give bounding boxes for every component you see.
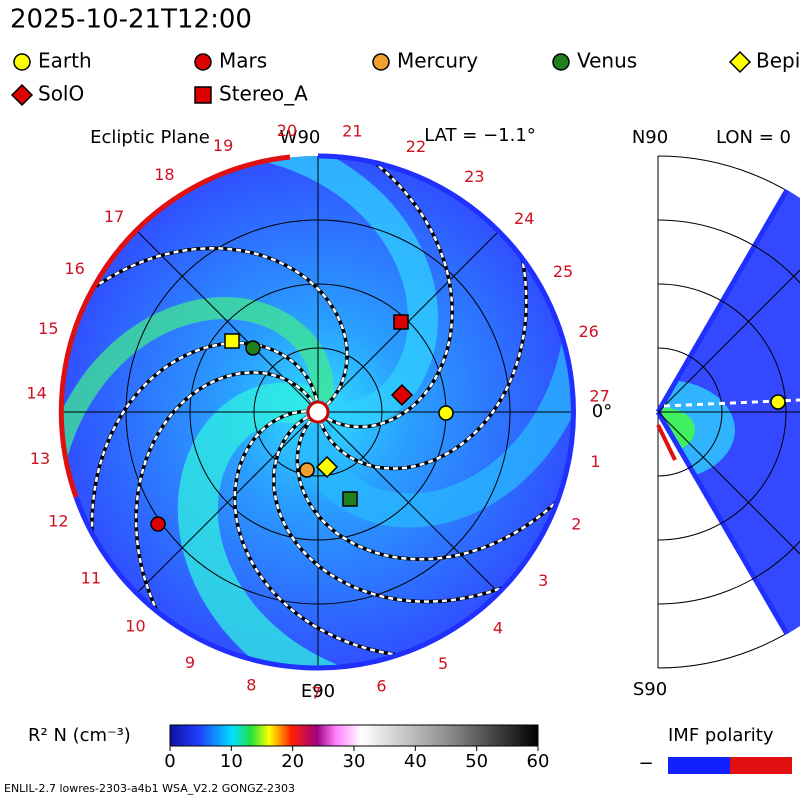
colorbar-tick-label: 60 xyxy=(527,751,550,772)
field-line xyxy=(62,247,349,406)
sector-label: 21 xyxy=(342,122,362,141)
legend-label: Mercury xyxy=(397,49,478,73)
sector-label: 20 xyxy=(277,121,297,140)
field-line xyxy=(278,156,454,429)
field-line xyxy=(134,371,314,668)
sector-label: 10 xyxy=(125,616,145,635)
imf-positive-swatch xyxy=(668,757,730,774)
legend-label: BepiColombo xyxy=(756,49,800,73)
legend-label: Mars xyxy=(219,49,267,73)
sector-label: 24 xyxy=(514,209,534,228)
stereo-a xyxy=(393,314,409,330)
density-band xyxy=(193,156,439,432)
colorbar-scale xyxy=(169,724,539,747)
body-marker xyxy=(342,491,358,507)
panel-title: Ecliptic Plane xyxy=(90,127,210,148)
top-label: W90 xyxy=(280,127,321,148)
sector-label: 3 xyxy=(538,571,548,590)
ecliptic-panel: Ecliptic Plane W90 E90 0° LAT = −1.1° 12… xyxy=(26,121,612,702)
timestamp: 2025-10-21T12:00 xyxy=(10,5,252,35)
sector-label: 18 xyxy=(154,165,174,184)
density-band xyxy=(62,297,334,541)
legend-label: SolO xyxy=(38,82,84,106)
legend-label: Stereo_A xyxy=(219,82,308,106)
field-line xyxy=(233,410,505,659)
sector-label: 6 xyxy=(376,676,386,695)
imf-negative-swatch xyxy=(730,757,792,774)
mars xyxy=(150,516,166,532)
bottom-label: E90 xyxy=(301,681,335,702)
sector-label: 11 xyxy=(81,569,101,588)
sector-label: 22 xyxy=(406,137,426,156)
bepicolombo xyxy=(315,455,339,479)
legend-marker xyxy=(194,86,212,104)
colorbar-tick-label: 40 xyxy=(404,751,427,772)
colorbar-tick-label: 20 xyxy=(281,751,304,772)
top-label: N90 xyxy=(632,127,668,148)
latitude-label: LAT = −1.1° xyxy=(424,125,536,146)
sector-label: 23 xyxy=(464,167,484,186)
field-line xyxy=(320,158,528,470)
sector-label: 16 xyxy=(64,259,84,278)
field-line xyxy=(272,416,574,603)
earth xyxy=(438,405,454,421)
field-line xyxy=(90,341,318,637)
polarity-negative xyxy=(58,154,291,498)
colorbar-tick-label: 0 xyxy=(164,751,175,772)
venus xyxy=(245,340,261,356)
sector-label: 4 xyxy=(493,619,503,638)
body-marker xyxy=(224,333,240,349)
solo xyxy=(390,383,414,407)
legend-marker xyxy=(552,53,570,71)
sector-label: 2 xyxy=(571,515,581,534)
sector-label: 27 xyxy=(589,387,609,406)
legend-marker xyxy=(728,50,752,74)
sector-label: 17 xyxy=(104,207,124,226)
field-lines xyxy=(62,156,574,668)
sector-label: 1 xyxy=(590,452,600,471)
longitude-label: LON = 0 xyxy=(716,127,791,148)
sector-label: 15 xyxy=(38,319,58,338)
sector-label: 14 xyxy=(26,383,46,402)
colorbar-label: R² N (cm⁻³) xyxy=(28,725,131,746)
field-line xyxy=(296,411,574,561)
legend-marker xyxy=(13,53,31,71)
legend-marker xyxy=(10,83,34,107)
sector-label: 19 xyxy=(213,136,233,155)
imf-label: IMF polarity xyxy=(668,725,774,746)
sector-label: 12 xyxy=(48,512,68,531)
colorbar-tick-label: 30 xyxy=(343,751,366,772)
bodies xyxy=(150,314,454,532)
polarity-positive xyxy=(73,153,576,671)
legend-label: Venus xyxy=(577,49,637,73)
footer: ENLIL-2.7 lowres-2303-a4b1 WSA_V2.2 GONG… xyxy=(4,782,295,795)
legend: Earth Mars Mercury Venus BepiColombo SolO Ster… xyxy=(10,49,800,107)
legend-marker xyxy=(194,53,212,71)
sun xyxy=(306,400,330,424)
imf-negative: − xyxy=(638,753,653,774)
sector-label: 25 xyxy=(553,262,573,281)
right-label: 0° xyxy=(592,401,612,422)
legend-label: Earth xyxy=(38,49,92,73)
sector-label: 26 xyxy=(578,322,598,341)
sector-label: 8 xyxy=(246,676,256,695)
sector-label: 7 xyxy=(311,683,321,702)
colorbar-tick-label: 10 xyxy=(220,751,243,772)
mercury xyxy=(299,462,315,478)
bottom-label: S90 xyxy=(633,679,667,700)
sector-label: 5 xyxy=(438,654,448,673)
meridional-panel: N90 S90 LON = 0 xyxy=(632,127,800,700)
legend-marker xyxy=(372,53,390,71)
colorbar-tick-label: 50 xyxy=(465,751,488,772)
sector-label: 9 xyxy=(185,653,195,672)
density-band xyxy=(177,382,402,668)
colorbar: R² N (cm⁻³) 0 10 20 30 40 50 60 xyxy=(28,724,550,772)
sector-label: 13 xyxy=(30,449,50,468)
